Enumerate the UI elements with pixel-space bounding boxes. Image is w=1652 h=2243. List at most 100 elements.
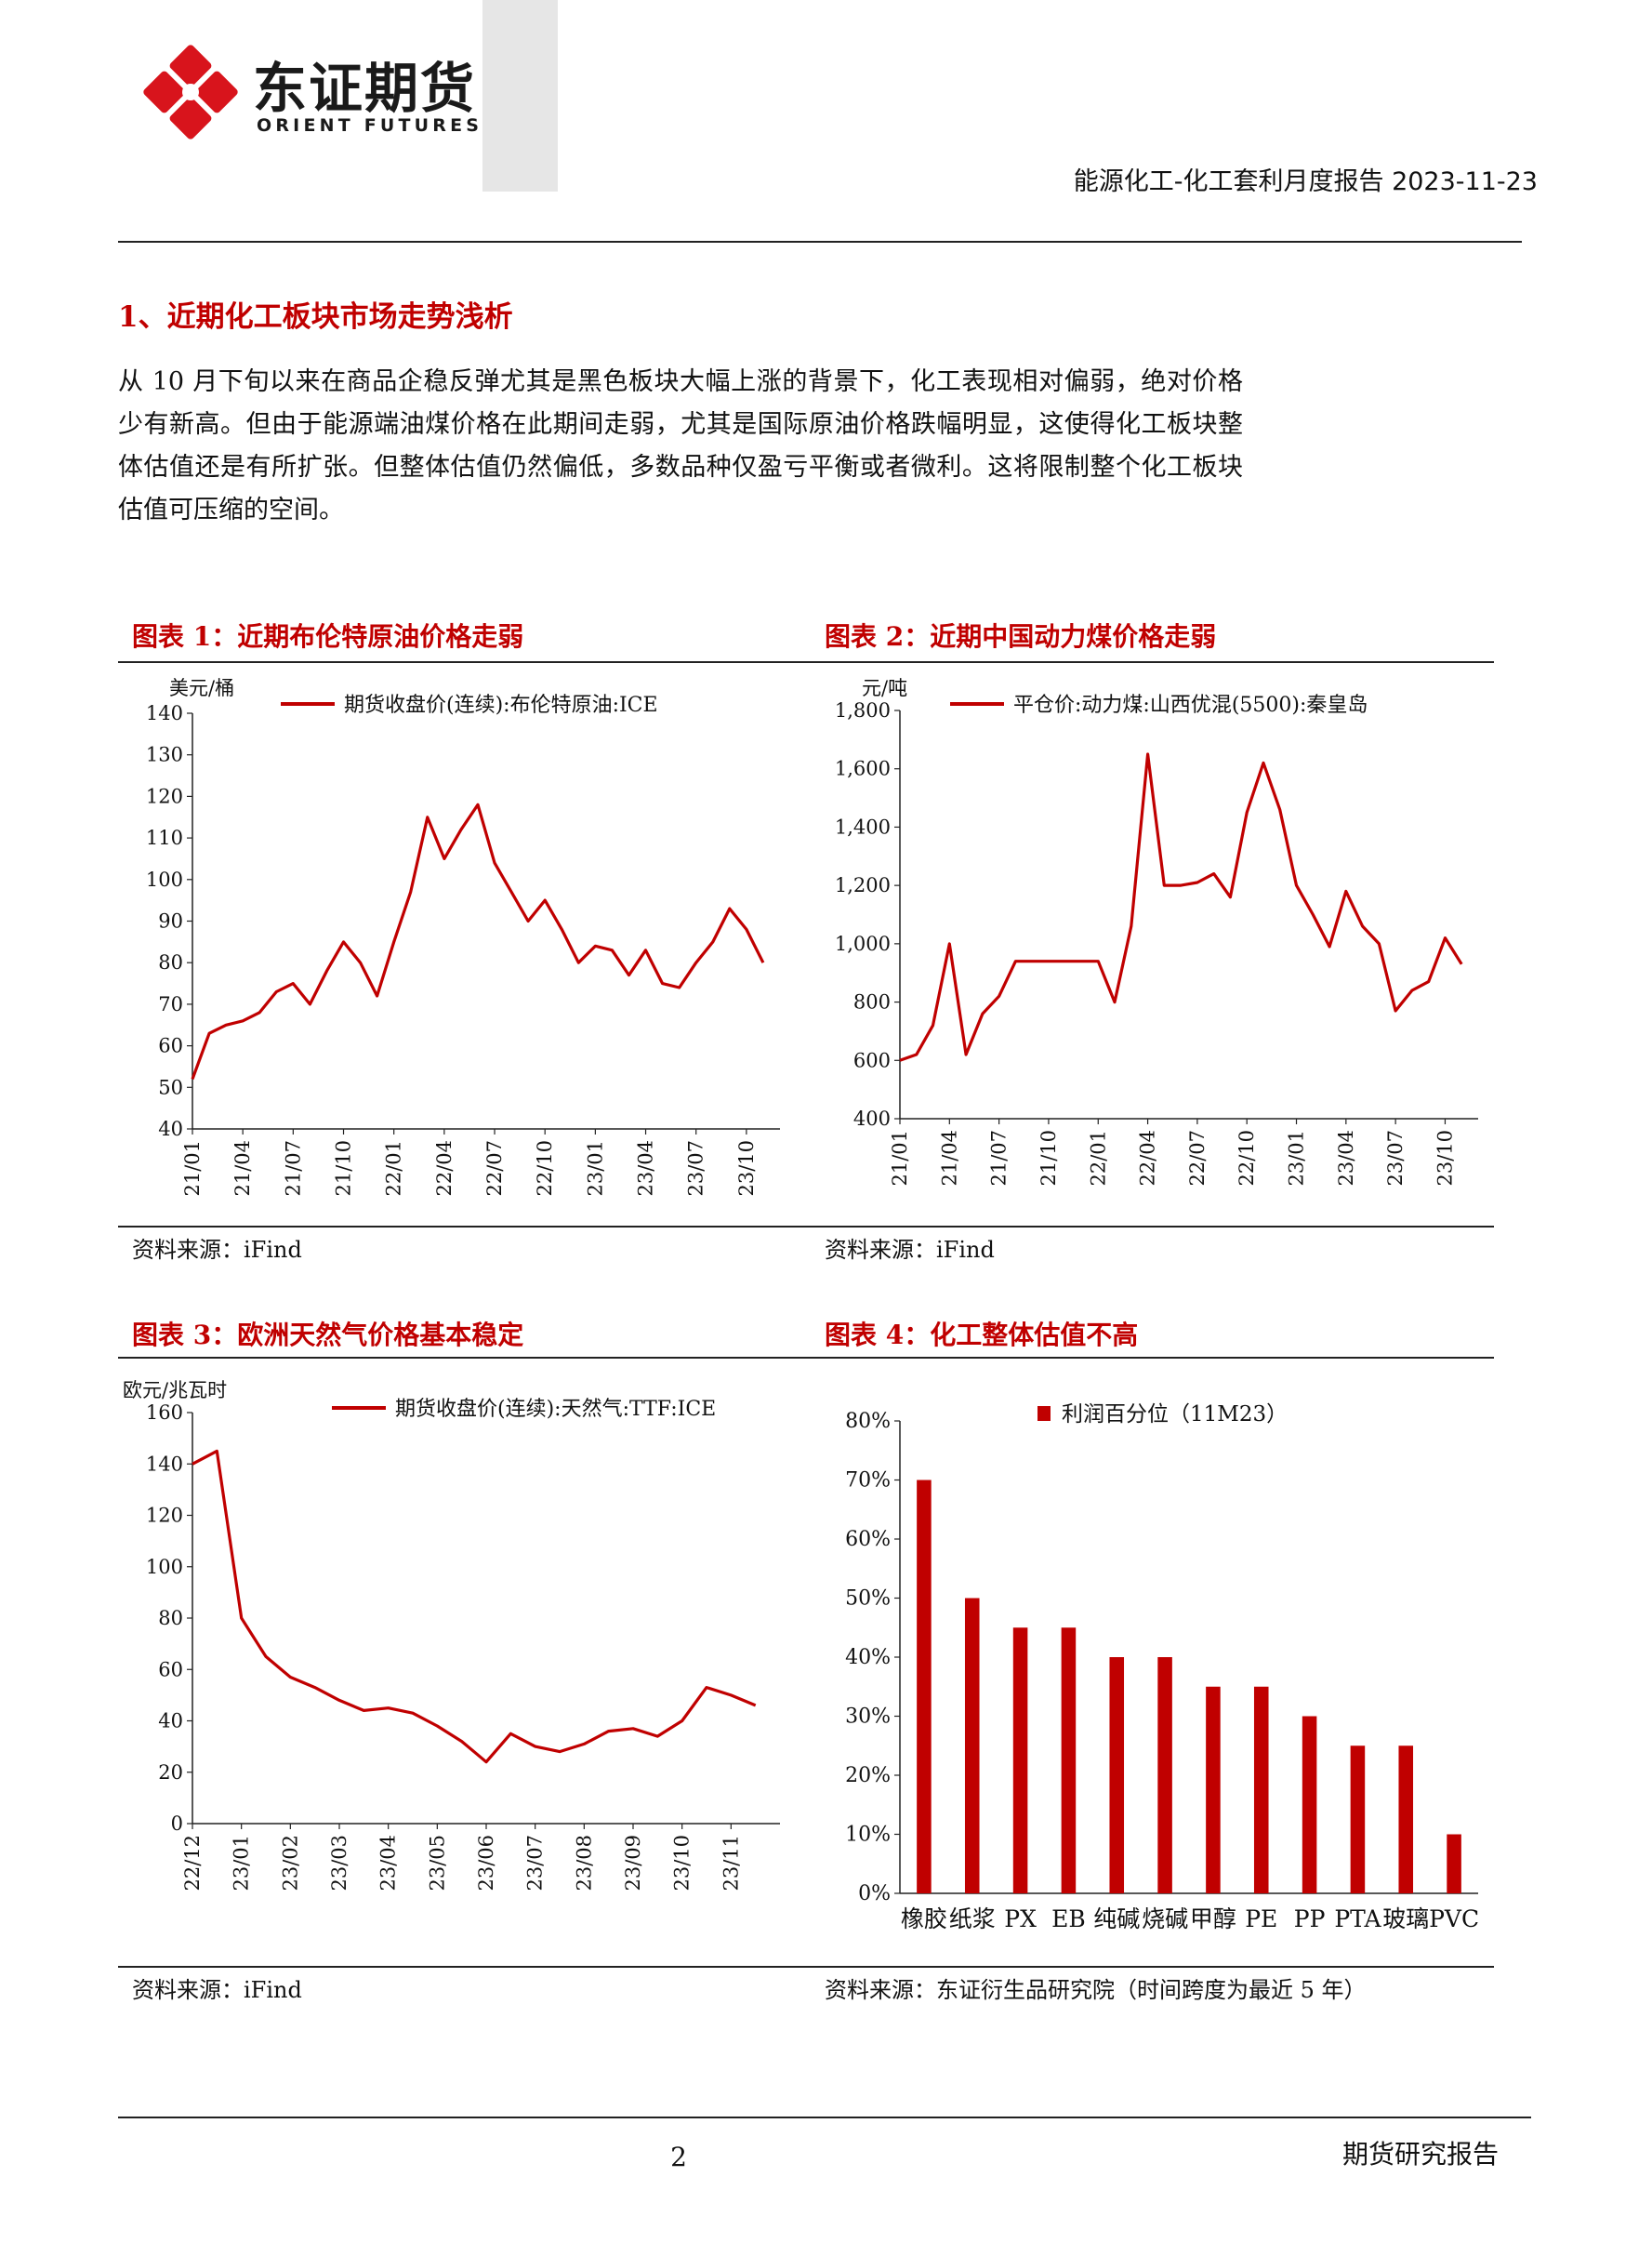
y-tick-label: 50% (845, 1587, 891, 1611)
y-axis-label: 欧元/兆瓦时 (123, 1379, 227, 1401)
x-tick-label: 22/10 (534, 1140, 556, 1197)
y-tick-label: 80 (158, 1607, 183, 1629)
y-tick-label: 50 (158, 1076, 183, 1098)
legend-label: 利润百分位（11M23） (1062, 1402, 1288, 1427)
bar-PX (1012, 1627, 1028, 1893)
category-label: 烧碱 (1142, 1905, 1188, 1932)
footer-label: 期货研究报告 (1341, 2139, 1499, 2170)
logo-english: ORIENT FUTURES (257, 115, 483, 136)
category-label: EB (1051, 1905, 1086, 1932)
report-title: 能源化工-化工套利月度报告 2023-11-23 (1073, 167, 1538, 196)
y-tick-label: 1,400 (835, 816, 891, 838)
bar-橡胶 (917, 1480, 932, 1893)
bar-纯碱 (1109, 1657, 1125, 1893)
bar-PVC (1447, 1834, 1461, 1893)
figure-1-source: 资料来源：iFind (132, 1237, 302, 1263)
y-tick-label: 60 (158, 1658, 183, 1680)
y-tick-label: 140 (146, 702, 183, 724)
header-gray-band (482, 0, 558, 192)
figure-2-source: 资料来源：iFind (825, 1237, 995, 1263)
y-tick-label: 40% (845, 1646, 891, 1669)
category-label: 纯碱 (1093, 1905, 1140, 1932)
x-tick-label: 21/01 (181, 1140, 204, 1197)
orient-logo-icon (143, 45, 238, 139)
y-tick-label: 800 (853, 991, 891, 1014)
y-tick-label: 20 (158, 1761, 183, 1784)
y-tick-label: 1,800 (835, 699, 891, 722)
header-rule (118, 241, 1522, 243)
section-title: 1、近期化工板块市场走势浅析 (118, 300, 513, 334)
y-tick-label: 70 (158, 993, 183, 1015)
y-tick-label: 70% (845, 1469, 891, 1493)
x-tick-label: 23/10 (671, 1835, 694, 1891)
section-paragraph: 从 10 月下旬以来在商品企稳反弹尤其是黑色板块大幅上涨的背景下，化工表现相对偏… (118, 367, 1243, 524)
category-label: PX (1004, 1905, 1037, 1932)
figure-2-title: 图表 2：近期中国动力煤价格走弱 (825, 621, 1217, 652)
y-tick-label: 140 (146, 1453, 183, 1475)
category-label: 玻璃 (1382, 1905, 1429, 1932)
footer-rule (118, 2117, 1531, 2118)
figure-row1-top-rule (118, 661, 1494, 663)
series-line (191, 803, 765, 1080)
bar-EB (1061, 1627, 1077, 1893)
series-line (192, 1449, 757, 1764)
y-axis-label: 元/吨 (862, 677, 907, 699)
category-label: PP (1294, 1905, 1326, 1932)
series-line (899, 752, 1463, 1062)
bar-PTA (1350, 1745, 1366, 1893)
x-tick-label: 23/04 (635, 1140, 657, 1197)
figure-3-title: 图表 3：欧洲天然气价格基本稳定 (132, 1320, 524, 1350)
x-tick-label: 22/12 (181, 1835, 204, 1891)
category-label: PTA (1334, 1905, 1381, 1932)
y-tick-label: 90 (158, 910, 183, 933)
figure-4-source: 资料来源：东证衍生品研究院（时间跨度为最近 5 年） (825, 1977, 1367, 2003)
y-tick-label: 110 (146, 827, 183, 849)
x-tick-label: 22/07 (483, 1140, 506, 1197)
x-tick-label: 22/01 (1087, 1130, 1109, 1187)
x-tick-label: 23/07 (524, 1835, 547, 1891)
x-tick-label: 23/04 (1335, 1130, 1357, 1187)
x-tick-label: 23/08 (573, 1835, 595, 1891)
y-tick-label: 40 (158, 1710, 183, 1732)
x-tick-label: 22/04 (433, 1140, 456, 1197)
x-tick-label: 23/06 (475, 1835, 497, 1891)
profit-percentile-chart: 0% 10% 20% 30% 40% 50% 60% 70% 80% 橡胶 纸浆 PX EB 纯碱 烧碱 甲醇… (845, 1402, 1479, 1932)
y-tick-label: 120 (146, 785, 183, 807)
bar-PE (1253, 1686, 1269, 1893)
x-tick-label: 22/07 (1186, 1130, 1209, 1187)
x-tick-label: 23/10 (735, 1140, 758, 1197)
legend-label: 平仓价:动力煤:山西优混(5500):秦皇岛 (1013, 694, 1368, 717)
x-tick-label: 23/01 (1286, 1130, 1308, 1187)
bar-玻璃 (1398, 1745, 1414, 1893)
x-tick-label: 22/10 (1236, 1130, 1258, 1187)
y-tick-label: 1,000 (835, 933, 891, 955)
y-tick-label: 0 (171, 1812, 183, 1835)
y-tick-label: 80% (845, 1410, 891, 1433)
figure-row1-bottom-rule (118, 1226, 1494, 1228)
figure-3-source: 资料来源：iFind (132, 1977, 302, 2003)
brent-oil-chart: 40 50 60 70 80 90 100 110 120 130 140 美元/桶 21/01 21/0… (146, 677, 780, 1197)
x-tick-label: 23/10 (1434, 1130, 1456, 1187)
y-axis-label: 美元/桶 (169, 677, 234, 699)
figure-4-title: 图表 4：化工整体估值不高 (825, 1320, 1139, 1350)
figure-1-title: 图表 1：近期布伦特原油价格走弱 (132, 621, 524, 652)
y-tick-label: 1,600 (835, 758, 891, 780)
x-tick-label: 21/10 (333, 1140, 355, 1197)
y-tick-label: 60% (845, 1528, 891, 1551)
x-tick-label: 21/10 (1037, 1130, 1060, 1187)
x-tick-label: 23/09 (622, 1835, 644, 1891)
x-tick-label: 23/04 (377, 1835, 400, 1891)
figure-row2-bottom-rule (118, 1966, 1494, 1968)
x-tick-label: 21/04 (231, 1140, 254, 1197)
bar-PP (1302, 1716, 1317, 1893)
bar-纸浆 (964, 1598, 980, 1893)
page-number: 2 (670, 2142, 687, 2172)
legend-label: 期货收盘价(连续):天然气:TTF:ICE (395, 1398, 716, 1421)
y-tick-label: 10% (845, 1824, 891, 1847)
category-label: 橡胶 (901, 1905, 947, 1932)
x-tick-label: 21/07 (282, 1140, 304, 1197)
legend-swatch (1037, 1406, 1051, 1421)
x-tick-label: 23/01 (231, 1835, 253, 1891)
